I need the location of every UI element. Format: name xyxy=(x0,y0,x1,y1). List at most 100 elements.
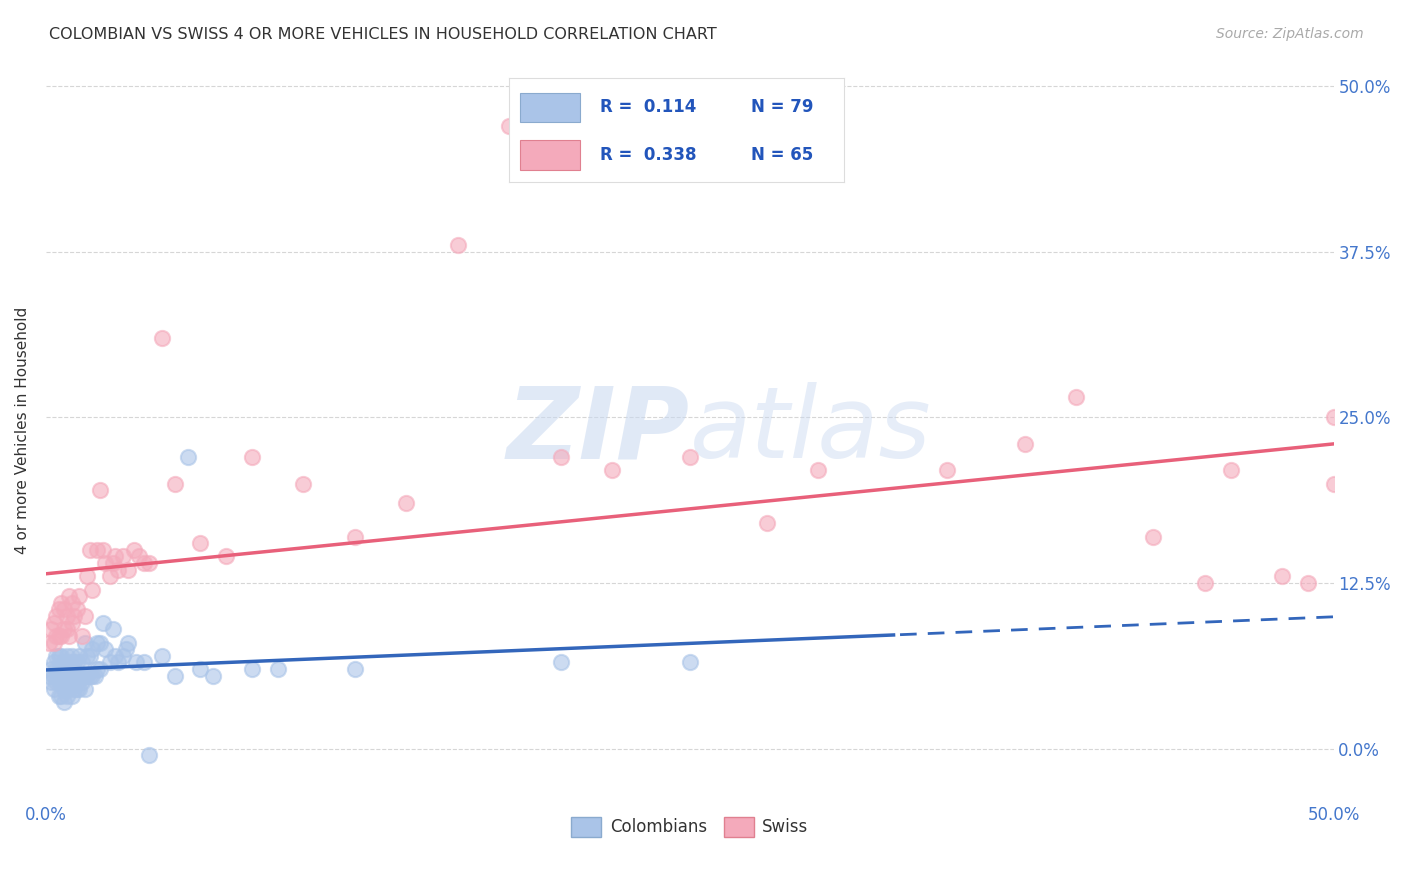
Text: ZIP: ZIP xyxy=(506,382,690,479)
Point xyxy=(70,675,93,690)
Point xyxy=(60,648,83,663)
Point xyxy=(45,609,67,624)
Point xyxy=(55,662,77,676)
Point xyxy=(550,450,572,464)
Point xyxy=(53,669,76,683)
Point xyxy=(66,656,89,670)
Point xyxy=(1194,576,1216,591)
Point xyxy=(79,669,101,683)
Point xyxy=(240,662,263,676)
Point xyxy=(150,331,173,345)
Point xyxy=(1322,410,1344,425)
Point xyxy=(60,596,83,610)
Point xyxy=(42,681,65,696)
Point xyxy=(53,602,76,616)
Legend: Colombians, Swiss: Colombians, Swiss xyxy=(562,808,817,846)
Point xyxy=(1064,391,1087,405)
Point xyxy=(132,656,155,670)
Point xyxy=(240,450,263,464)
Point xyxy=(51,662,73,676)
Point xyxy=(89,635,111,649)
Point xyxy=(117,635,139,649)
Point xyxy=(215,549,238,564)
Point xyxy=(122,542,145,557)
Point xyxy=(79,648,101,663)
Point xyxy=(39,623,62,637)
Point xyxy=(66,681,89,696)
Point xyxy=(107,656,129,670)
Point xyxy=(76,569,98,583)
Point xyxy=(89,662,111,676)
Point xyxy=(138,556,160,570)
Point xyxy=(114,642,136,657)
Point xyxy=(69,589,91,603)
Point xyxy=(51,675,73,690)
Y-axis label: 4 or more Vehicles in Household: 4 or more Vehicles in Household xyxy=(15,307,30,554)
Point xyxy=(45,648,67,663)
Point xyxy=(112,549,135,564)
Point xyxy=(73,609,96,624)
Point xyxy=(45,675,67,690)
Point xyxy=(48,648,70,663)
Point xyxy=(138,748,160,763)
Point xyxy=(70,656,93,670)
Point xyxy=(83,669,105,683)
Point xyxy=(190,536,212,550)
Point xyxy=(128,549,150,564)
Point xyxy=(1296,576,1319,591)
Point xyxy=(38,635,60,649)
Point xyxy=(104,549,127,564)
Point xyxy=(63,656,86,670)
Point xyxy=(104,648,127,663)
Point xyxy=(107,563,129,577)
Point xyxy=(66,669,89,683)
Point xyxy=(76,648,98,663)
Point xyxy=(82,669,104,683)
Point xyxy=(69,669,91,683)
Point xyxy=(42,635,65,649)
Point xyxy=(125,656,148,670)
Point xyxy=(498,119,520,133)
Point xyxy=(69,648,91,663)
Point xyxy=(73,635,96,649)
Point xyxy=(55,648,77,663)
Point xyxy=(48,675,70,690)
Point xyxy=(343,530,366,544)
Point xyxy=(51,596,73,610)
Point xyxy=(807,463,830,477)
Point xyxy=(53,656,76,670)
Point xyxy=(190,662,212,676)
Point xyxy=(150,648,173,663)
Text: Source: ZipAtlas.com: Source: ZipAtlas.com xyxy=(1216,27,1364,41)
Point xyxy=(117,563,139,577)
Point xyxy=(55,609,77,624)
Point xyxy=(132,556,155,570)
Point xyxy=(86,635,108,649)
Point xyxy=(45,662,67,676)
Point xyxy=(39,662,62,676)
Point xyxy=(76,669,98,683)
Point xyxy=(55,623,77,637)
Point xyxy=(60,615,83,630)
Point xyxy=(86,662,108,676)
Point xyxy=(267,662,290,676)
Point xyxy=(91,542,114,557)
Point xyxy=(202,669,225,683)
Point xyxy=(73,669,96,683)
Point xyxy=(42,656,65,670)
Point xyxy=(163,669,186,683)
Point xyxy=(395,496,418,510)
Point xyxy=(82,642,104,657)
Point xyxy=(42,669,65,683)
Point xyxy=(63,681,86,696)
Point xyxy=(101,623,124,637)
Point xyxy=(602,463,624,477)
Point xyxy=(48,689,70,703)
Point xyxy=(936,463,959,477)
Point xyxy=(98,569,121,583)
Point xyxy=(86,542,108,557)
Point xyxy=(58,656,80,670)
Point xyxy=(163,476,186,491)
Point xyxy=(94,556,117,570)
Point xyxy=(98,656,121,670)
